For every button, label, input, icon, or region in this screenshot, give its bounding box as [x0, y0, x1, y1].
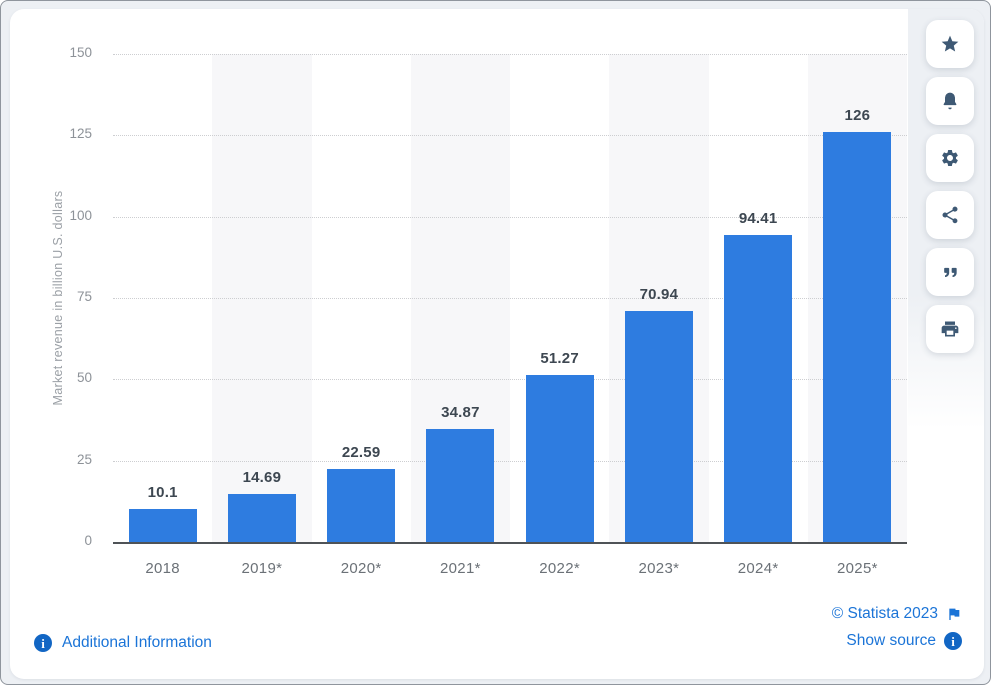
x-tick-label: 2022*: [539, 560, 580, 577]
bar[interactable]: [327, 468, 396, 542]
bar[interactable]: [724, 234, 793, 542]
star-icon: [941, 35, 959, 52]
x-tick-label: 2021*: [440, 560, 481, 577]
bar[interactable]: [823, 132, 892, 542]
favorite-button[interactable]: [926, 20, 974, 68]
additional-information-link[interactable]: i Additional Information: [34, 634, 212, 652]
y-tick-label: 50: [76, 370, 92, 386]
y-tick-label: 25: [76, 451, 92, 467]
notifications-button[interactable]: [926, 77, 974, 125]
gear-icon: [942, 149, 958, 166]
x-axis-labels: 2018 2019* 2020* 2021* 2022* 2023* 2024* 2025*: [113, 560, 907, 584]
cite-button[interactable]: [926, 248, 974, 296]
x-tick-label: 2020*: [340, 560, 382, 577]
bar-value-label: 126: [844, 107, 871, 125]
bar[interactable]: [426, 428, 495, 542]
flag-icon: [946, 606, 962, 622]
y-tick-label: 125: [69, 126, 92, 142]
bar-value-label: 51.27: [540, 350, 579, 368]
x-axis-line: [113, 542, 907, 544]
y-tick-label: 100: [69, 207, 92, 223]
bar-column: 126: [808, 54, 907, 542]
gridline: [113, 460, 907, 462]
gridline: [113, 135, 907, 137]
bar[interactable]: [525, 375, 594, 542]
source-block: © Statista 2023 Show source i: [832, 605, 962, 650]
bar-value-label: 14.69: [242, 469, 282, 487]
gridline: [113, 54, 907, 55]
settings-button[interactable]: [926, 134, 974, 182]
copyright-label: © Statista 2023: [831, 605, 938, 622]
y-tick-label: 75: [76, 289, 92, 304]
gridline: [113, 379, 907, 381]
bar-column: 14.69: [212, 54, 311, 542]
info-icon: i: [34, 634, 52, 652]
x-tick-label: 2023*: [638, 560, 680, 577]
bar-value-label: 34.87: [441, 403, 480, 421]
share-button[interactable]: [926, 191, 974, 239]
bell-icon: [943, 92, 957, 110]
show-source-link[interactable]: Show source i: [846, 632, 962, 650]
bar-column: 34.87: [411, 54, 510, 542]
print-button[interactable]: [926, 305, 974, 353]
bar-column: 70.94: [609, 54, 708, 542]
y-tick-label: 150: [69, 45, 92, 60]
y-axis-ticks: 150 125 100 75 50 25 0: [10, 45, 102, 548]
x-tick-label: 2018: [145, 560, 180, 577]
share-icon: [942, 206, 958, 224]
quote-icon: [944, 267, 957, 277]
gridline: [113, 216, 907, 218]
printer-icon: [941, 321, 959, 337]
bar-column: 94.41: [709, 54, 808, 542]
x-tick-label: 2019*: [241, 560, 283, 577]
bar-value-label: 10.1: [147, 484, 178, 502]
y-tick-label: 0: [84, 533, 92, 548]
bar[interactable]: [128, 509, 197, 542]
bar-column: 22.59: [312, 54, 411, 542]
additional-information-label: Additional Information: [62, 634, 212, 651]
bar[interactable]: [227, 494, 296, 542]
show-source-label: Show source: [846, 632, 936, 649]
copyright-link[interactable]: © Statista 2023: [832, 605, 962, 623]
info-icon: i: [944, 632, 962, 650]
x-tick-label: 2025*: [837, 560, 878, 577]
bar-value-label: 70.94: [639, 286, 679, 304]
x-tick-label: 2024*: [737, 560, 779, 577]
gridline: [113, 298, 907, 299]
chart-card: Market revenue in billion U.S. dollars 1…: [10, 9, 984, 679]
bar-column: 10.1: [113, 54, 212, 542]
plot-area: 10.1 14.69 22.59 34.87 51.27 70.94 94.41 126: [113, 54, 907, 544]
bar-value-label: 94.41: [738, 209, 778, 227]
bar[interactable]: [624, 311, 693, 542]
bar-value-label: 22.59: [341, 443, 381, 461]
bar-column: 51.27: [510, 54, 609, 542]
